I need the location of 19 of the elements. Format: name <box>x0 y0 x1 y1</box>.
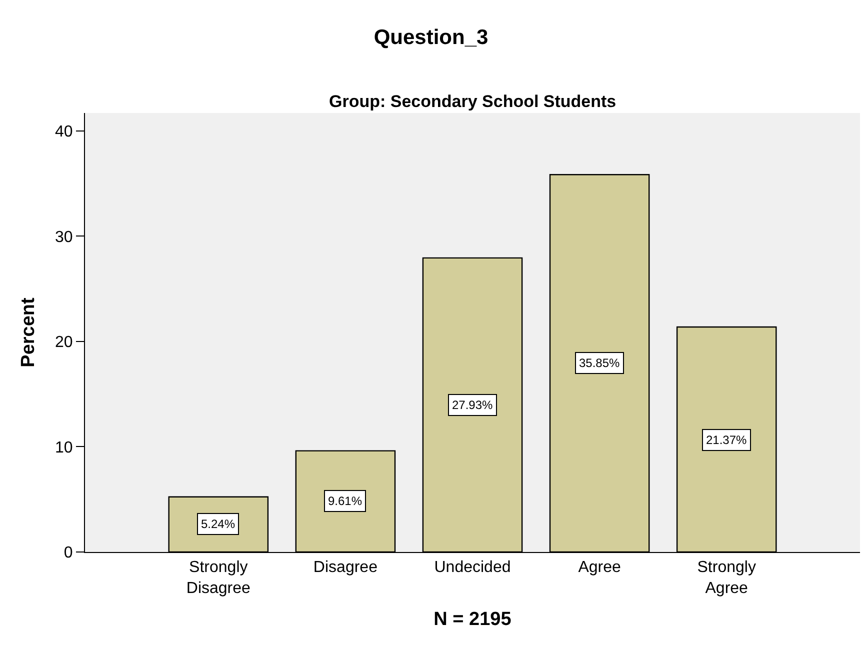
data-label: 21.37% <box>706 433 748 447</box>
chart-title: Question_3 <box>374 26 488 50</box>
data-label: 35.85% <box>579 356 620 370</box>
chart-subtitle: Group: Secondary School Students <box>329 92 616 111</box>
y-tick-label: 30 <box>55 228 73 246</box>
x-tick-label: Strongly Disagree <box>186 559 251 597</box>
y-tick-label: 20 <box>55 334 73 352</box>
data-label: 27.93% <box>452 398 494 412</box>
y-tick-label: 0 <box>64 544 73 562</box>
y-tick-label: 40 <box>55 124 73 140</box>
x-tick-label: Agree <box>578 559 621 576</box>
y-axis-title: Percent <box>18 296 39 368</box>
y-tick-label: 10 <box>55 439 73 456</box>
x-axis-title: N = 2195 <box>434 608 512 630</box>
x-tick-label: Disagree <box>313 559 378 576</box>
x-tick-label: Undecided <box>434 559 511 576</box>
data-label: 9.61% <box>328 494 362 508</box>
data-label: 5.24% <box>201 517 236 531</box>
x-tick-label: Strongly Agree <box>697 559 756 597</box>
